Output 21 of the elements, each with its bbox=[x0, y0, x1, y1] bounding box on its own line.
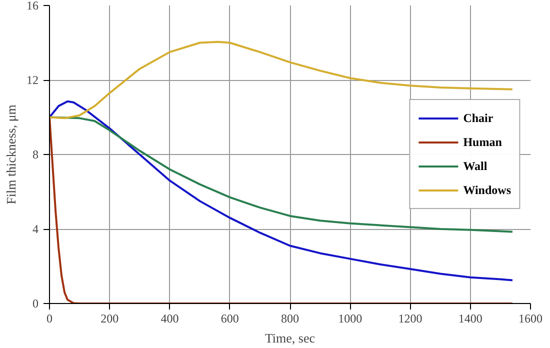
x-axis-title: Time, sec bbox=[264, 330, 316, 346]
x-tick-label: 0 bbox=[46, 312, 52, 326]
y-tick-label: 0 bbox=[32, 296, 38, 310]
legend-label: Human bbox=[463, 134, 502, 150]
x-tick-label: 1000 bbox=[338, 312, 362, 326]
y-tick-label: 4 bbox=[32, 222, 38, 236]
y-tick-label: 16 bbox=[26, 0, 38, 12]
x-tick-label: 1600 bbox=[518, 312, 542, 326]
x-tick-label: 200 bbox=[100, 312, 119, 326]
x-tick-label: 800 bbox=[281, 312, 299, 326]
legend-label: Wall bbox=[463, 158, 488, 174]
legend-label: Chair bbox=[463, 110, 494, 126]
y-tick-label: 12 bbox=[26, 73, 38, 87]
legend-label: Windows bbox=[463, 182, 511, 198]
line-series bbox=[50, 100, 514, 282]
x-tick-label: 1200 bbox=[398, 312, 422, 326]
x-tick-label: 1400 bbox=[458, 312, 482, 326]
y-axis-title: Film thickness, μm bbox=[4, 104, 18, 204]
x-tick-label: 400 bbox=[160, 312, 179, 326]
y-tick-label: 8 bbox=[32, 148, 38, 162]
x-tick-label: 600 bbox=[220, 312, 239, 326]
